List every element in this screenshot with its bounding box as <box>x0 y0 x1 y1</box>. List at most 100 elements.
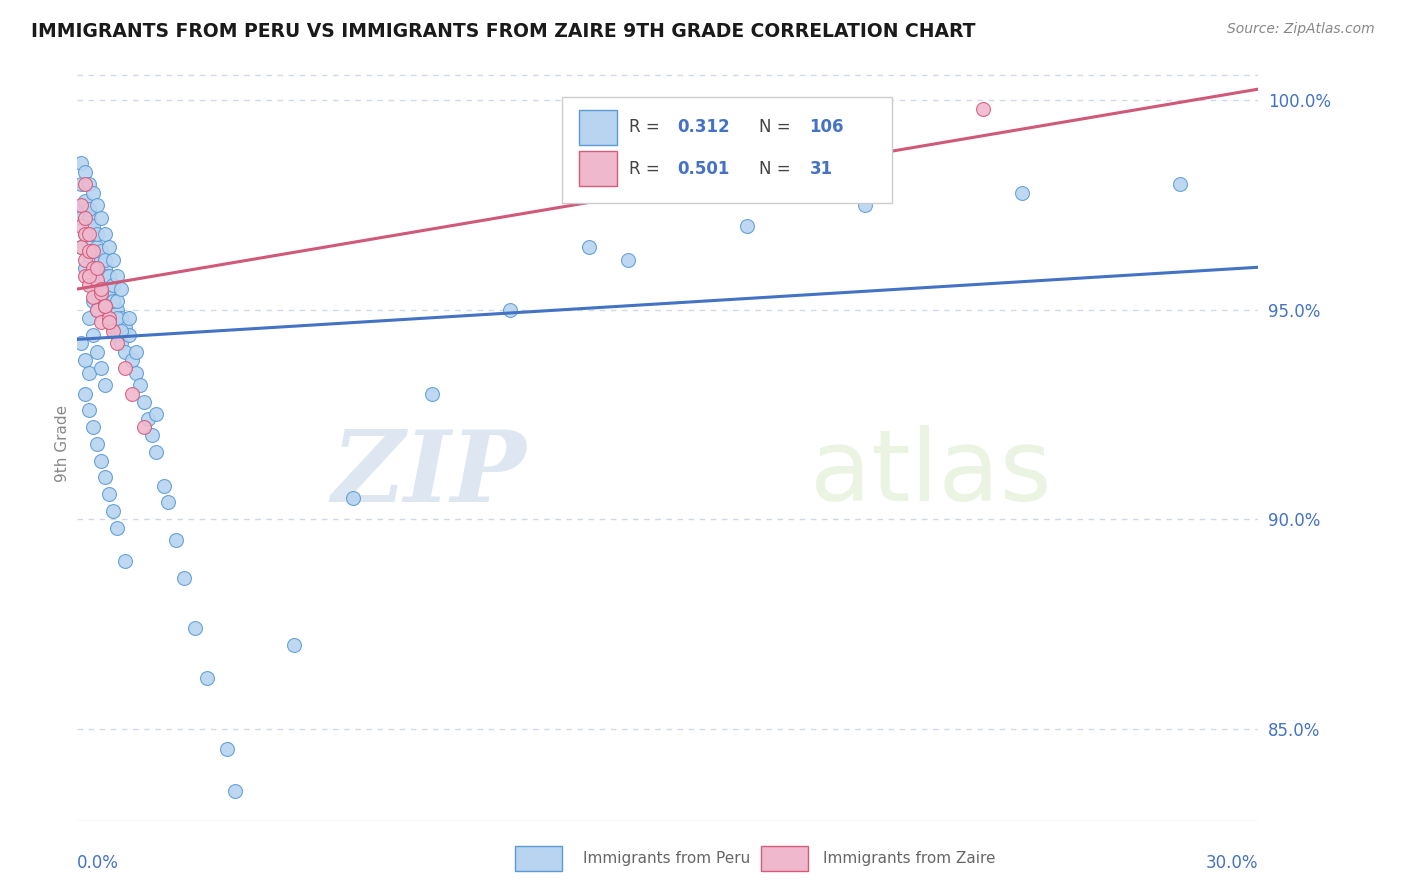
Point <box>117 327 139 342</box>
Point <box>90 294 112 309</box>
Point <box>82 227 104 242</box>
Point <box>77 244 100 259</box>
Point <box>77 177 100 191</box>
Point <box>156 495 179 509</box>
Point <box>94 269 117 284</box>
Point <box>82 186 104 200</box>
Point <box>97 311 120 326</box>
Point <box>145 408 167 422</box>
Point <box>90 282 112 296</box>
Point <box>77 277 100 292</box>
Point <box>77 248 100 262</box>
Point <box>114 319 136 334</box>
Text: Immigrants from Zaire: Immigrants from Zaire <box>823 851 995 865</box>
Point <box>121 386 143 401</box>
Point <box>77 227 100 242</box>
Point <box>110 282 132 296</box>
Point <box>101 294 124 309</box>
Point <box>195 671 218 685</box>
Point <box>145 445 167 459</box>
Point <box>82 260 104 275</box>
Point <box>75 194 97 208</box>
FancyBboxPatch shape <box>579 152 617 186</box>
Point <box>94 252 117 267</box>
Point <box>90 244 112 259</box>
Point <box>75 198 97 212</box>
Point <box>75 260 97 275</box>
Point <box>77 219 100 233</box>
Point <box>90 453 112 467</box>
Text: 0.312: 0.312 <box>678 119 730 136</box>
Text: Immigrants from Peru: Immigrants from Peru <box>583 851 751 865</box>
Text: IMMIGRANTS FROM PERU VS IMMIGRANTS FROM ZAIRE 9TH GRADE CORRELATION CHART: IMMIGRANTS FROM PERU VS IMMIGRANTS FROM … <box>31 22 976 41</box>
Point <box>82 327 104 342</box>
Text: 0.0%: 0.0% <box>77 855 120 872</box>
Text: R =: R = <box>628 160 665 178</box>
Point <box>70 156 93 170</box>
Point <box>90 252 112 267</box>
Point <box>136 411 159 425</box>
Point <box>77 202 100 217</box>
Point <box>86 260 108 275</box>
Point <box>90 211 112 225</box>
Point <box>105 311 128 326</box>
Point <box>94 299 117 313</box>
Point <box>125 366 148 380</box>
FancyBboxPatch shape <box>579 110 617 145</box>
Point <box>617 252 640 267</box>
Point <box>70 240 93 254</box>
Text: N =: N = <box>759 119 790 136</box>
Point <box>86 198 108 212</box>
Point <box>75 227 97 242</box>
Point <box>94 286 117 301</box>
Point <box>173 571 195 585</box>
Point <box>184 621 207 635</box>
Point <box>77 311 100 326</box>
Point <box>97 269 120 284</box>
Point <box>77 269 100 284</box>
Point <box>70 240 93 254</box>
Point <box>775 169 797 183</box>
Point <box>70 219 93 233</box>
Point <box>75 164 97 178</box>
Point <box>110 336 132 351</box>
Point <box>134 395 156 409</box>
Point <box>94 470 117 484</box>
Point <box>1168 177 1191 191</box>
Point <box>972 102 994 116</box>
Point <box>853 198 876 212</box>
Point <box>97 315 120 329</box>
Point <box>86 302 108 317</box>
Point <box>77 269 100 284</box>
Point <box>101 252 124 267</box>
Point <box>165 533 187 547</box>
Point <box>97 282 120 296</box>
Text: 0.501: 0.501 <box>678 160 730 178</box>
Text: 106: 106 <box>810 119 844 136</box>
Point <box>1011 186 1033 200</box>
Point <box>86 240 108 254</box>
Point <box>86 344 108 359</box>
Point <box>121 353 143 368</box>
Point <box>420 386 443 401</box>
Point <box>75 252 97 267</box>
Point <box>75 211 97 225</box>
Point <box>86 277 108 292</box>
Point <box>70 211 93 225</box>
Point <box>82 235 104 250</box>
Y-axis label: 9th Grade: 9th Grade <box>55 405 70 483</box>
Point <box>114 361 136 376</box>
Point <box>82 244 104 259</box>
Point <box>77 211 100 225</box>
Point <box>101 324 124 338</box>
Point <box>86 436 108 450</box>
Text: Source: ZipAtlas.com: Source: ZipAtlas.com <box>1227 22 1375 37</box>
Point <box>77 366 100 380</box>
Point <box>94 299 117 313</box>
Point <box>342 491 364 506</box>
Point <box>97 487 120 501</box>
Point <box>101 504 124 518</box>
Point <box>75 269 97 284</box>
Point <box>86 252 108 267</box>
Point <box>75 353 97 368</box>
